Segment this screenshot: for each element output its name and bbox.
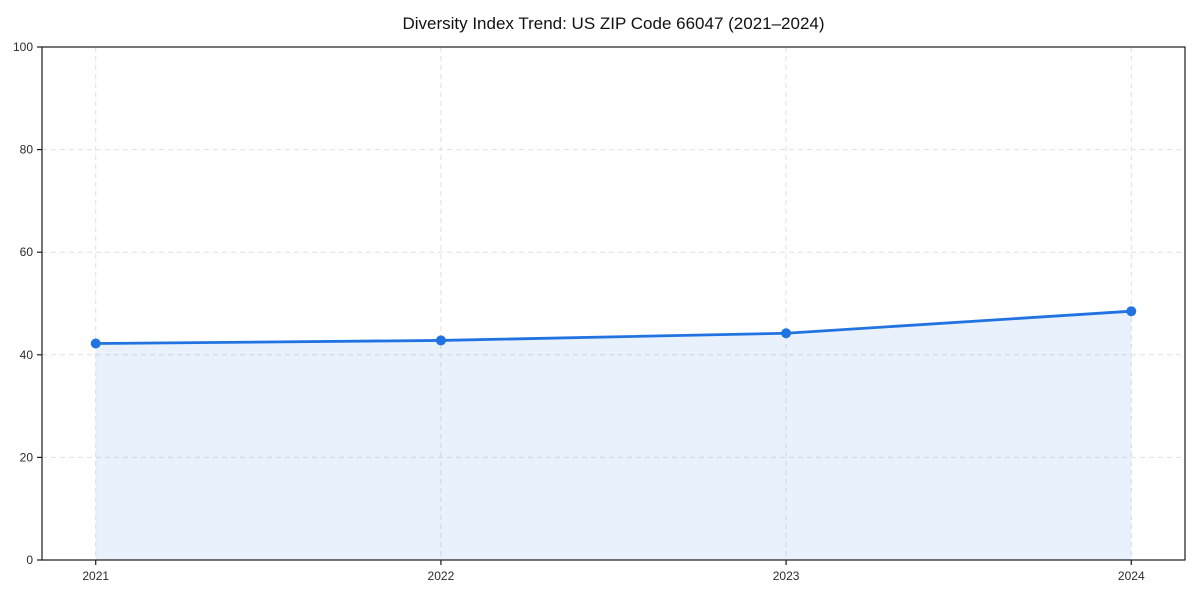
y-tick-label: 100 [13,40,33,54]
chart-title: Diversity Index Trend: US ZIP Code 66047… [402,14,825,33]
data-point-marker-2023 [781,328,792,339]
data-point-marker-2021 [90,338,101,349]
x-tick-label: 2024 [1118,569,1145,583]
y-tick-label: 0 [26,553,33,567]
data-point-marker-2024 [1126,306,1137,317]
axes-frame [41,46,1186,561]
y-tick-label: 20 [20,450,34,464]
y-tick-label: 60 [20,245,34,259]
area-fill [95,311,1132,560]
x-tick-label: 2023 [773,569,800,583]
data-point-marker-2022 [435,335,446,346]
trend-line [94,309,1133,345]
y-tick-label: 40 [20,348,34,362]
y-tick-label: 80 [20,143,34,157]
x-tick-label: 2021 [82,569,109,583]
x-tick-label: 2022 [428,569,455,583]
